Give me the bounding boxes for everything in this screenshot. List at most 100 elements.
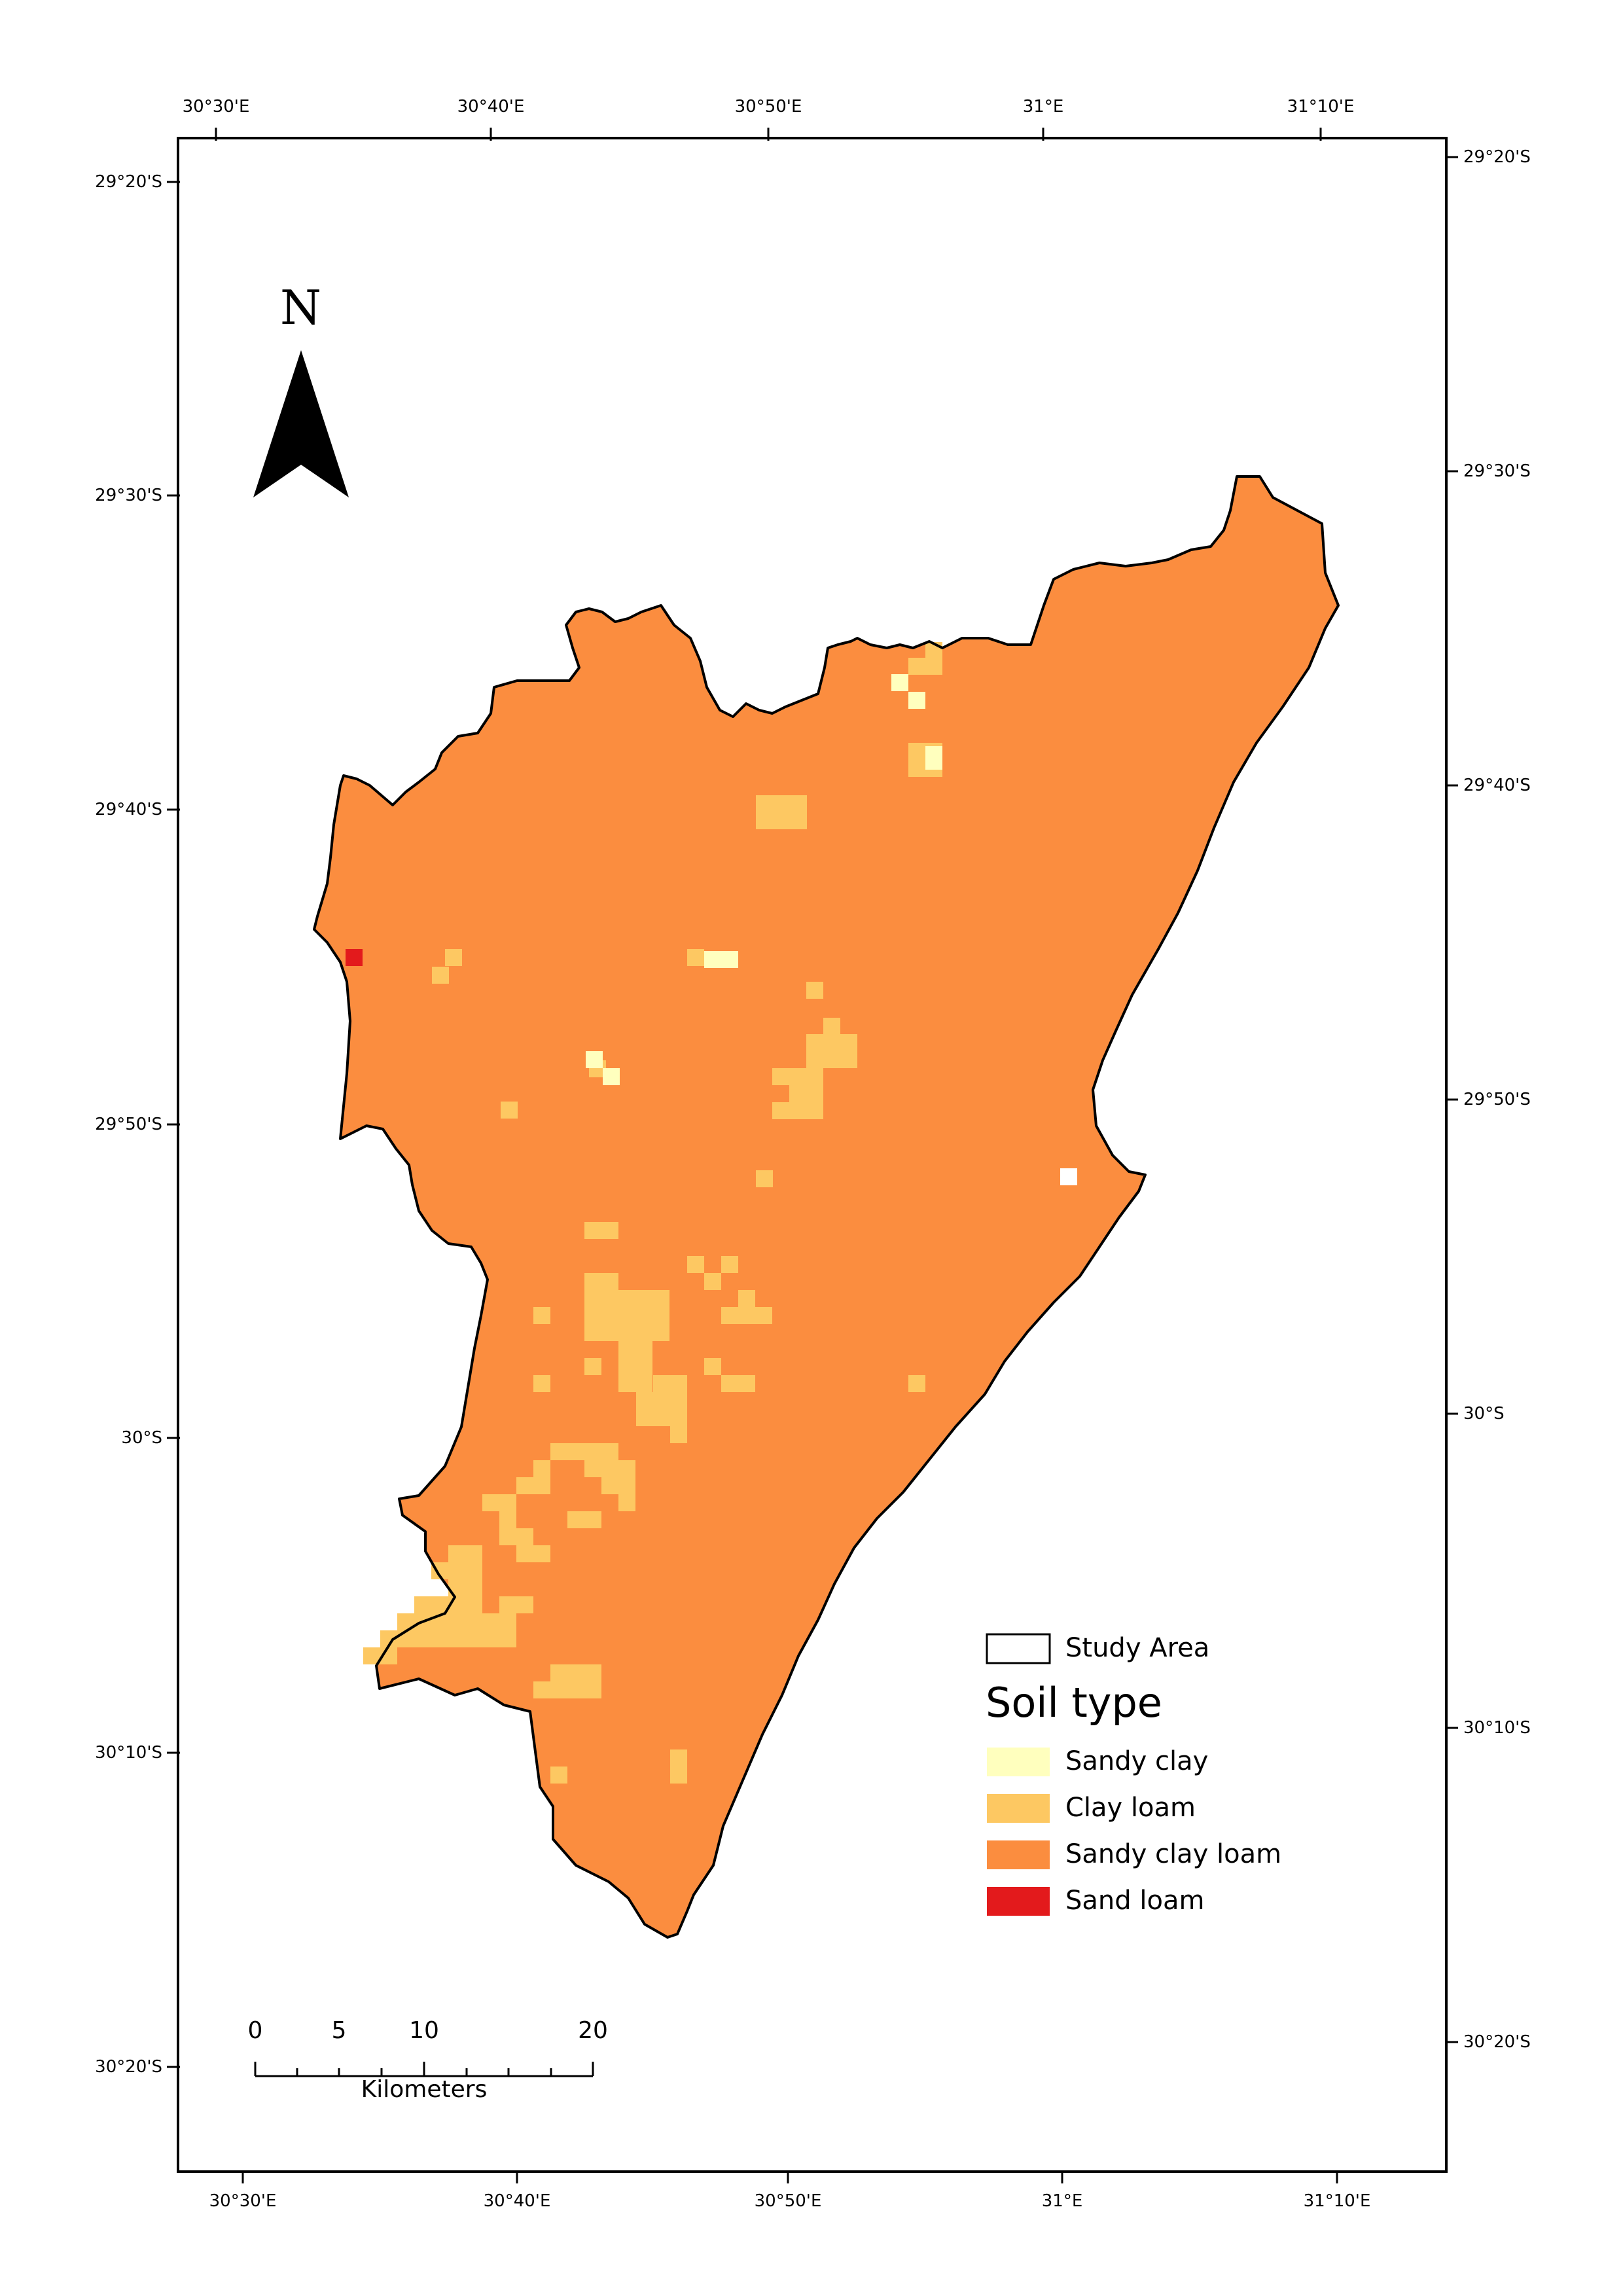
clay-loam-cell	[414, 1596, 482, 1613]
clay-loam-cell	[482, 1494, 516, 1511]
right-lat-label: 30°20'S	[1463, 2032, 1531, 2052]
clay-loam-cell	[445, 949, 462, 966]
legend-study-area-label: Study Area	[1065, 1633, 1210, 1663]
right-lat-label: 29°40'S	[1463, 776, 1531, 795]
clay-loam-cell	[687, 949, 704, 966]
clay-loam-cell	[618, 1494, 635, 1511]
scale-bar	[254, 2062, 594, 2077]
legend-item-label: Sandy clay	[1065, 1746, 1209, 1776]
clay-loam-cell	[516, 1545, 550, 1562]
right-lat-label: 30°10'S	[1463, 1718, 1531, 1738]
legend-item-label: Sand loam	[1065, 1886, 1205, 1916]
north-label: N	[280, 280, 321, 335]
top-lon-label: 31°10'E	[1287, 97, 1355, 117]
legend-title: Soil type	[986, 1679, 1162, 1727]
clay-loam-cell	[670, 1409, 687, 1443]
sandy-clay-cells	[586, 674, 1077, 1185]
bottom-lon-label: 31°E	[1041, 2191, 1083, 2211]
legend-item-label: Clay loam	[1065, 1793, 1196, 1823]
bottom-lon-label: 31°10'E	[1303, 2191, 1371, 2211]
clay-loam-cell	[806, 1034, 857, 1068]
left-lat-label: 29°20'S	[95, 172, 162, 192]
left-lat-label: 29°40'S	[95, 800, 162, 819]
right-lat-label: 29°50'S	[1463, 1090, 1531, 1109]
clay-loam-cell	[448, 1545, 482, 1562]
clay-loam-cell	[584, 1222, 618, 1239]
clay-loam-cell	[756, 1170, 773, 1187]
clay-loam-cell	[908, 658, 942, 675]
clay-loam-cell	[772, 1102, 823, 1119]
scale-unit: Kilometers	[361, 2076, 488, 2103]
scale-label: 0	[247, 2017, 263, 2044]
top-lon-label: 30°40'E	[457, 97, 525, 117]
clay-loam-cell	[806, 982, 823, 999]
sandy-clay-cell	[603, 1068, 620, 1085]
legend-swatch-clay-loam	[987, 1794, 1050, 1823]
clay-loam-cell	[499, 1596, 533, 1613]
clay-loam-cell	[533, 1681, 567, 1698]
clay-loam-cell	[567, 1511, 601, 1528]
right-lat-label: 29°20'S	[1463, 147, 1531, 167]
north-arrow-icon	[253, 350, 349, 497]
clay-loam-cells	[363, 642, 942, 1784]
legend-swatch-sandy-clay	[987, 1748, 1050, 1776]
top-lon-label: 31°E	[1022, 97, 1064, 117]
clay-loam-cell	[738, 1290, 755, 1307]
left-lat-label: 30°20'S	[95, 2057, 162, 2077]
clay-loam-cell	[397, 1613, 516, 1630]
clay-loam-cell	[908, 1375, 925, 1392]
scale-label: 10	[409, 2017, 439, 2044]
clay-loam-cell	[704, 1358, 721, 1375]
clay-loam-cell	[721, 1256, 738, 1273]
sandy-clay-cell	[704, 951, 738, 968]
clay-loam-cell	[584, 1358, 601, 1375]
clay-loam-cell	[823, 1018, 840, 1035]
clay-loam-cell	[670, 1749, 687, 1784]
clay-loam-cell	[687, 1256, 704, 1273]
left-lat-label: 30°S	[121, 1428, 162, 1448]
clay-loam-cell	[432, 967, 449, 984]
left-lat-label: 29°30'S	[95, 486, 162, 505]
bottom-lon-label: 30°30'E	[209, 2191, 277, 2211]
clay-loam-cell	[448, 1579, 482, 1596]
sandy-clay-cell	[586, 1051, 603, 1068]
clay-loam-cell	[618, 1290, 669, 1341]
top-lon-label: 30°30'E	[182, 97, 250, 117]
scale-label: 5	[331, 2017, 347, 2044]
legend-study-area-swatch	[986, 1633, 1051, 1664]
right-lat-label: 29°30'S	[1463, 461, 1531, 481]
clay-loam-cell	[721, 1375, 755, 1392]
clay-loam-cell	[533, 1375, 550, 1392]
left-lat-label: 29°50'S	[95, 1115, 162, 1134]
clay-loam-cell	[550, 1443, 618, 1460]
clay-loam-cell	[516, 1477, 550, 1494]
sandy-clay-cell	[908, 692, 925, 709]
sandy-clay-loam-area	[314, 476, 1338, 1937]
clay-loam-cell	[704, 1273, 721, 1290]
clay-loam-cell	[756, 795, 807, 829]
map-frame	[177, 137, 1448, 2173]
sandy-clay-cell	[891, 674, 908, 691]
legend-item-label: Sandy clay loam	[1065, 1839, 1282, 1869]
clay-loam-cell	[380, 1630, 516, 1647]
scale-label: 20	[578, 2017, 608, 2044]
clay-loam-cell	[618, 1341, 652, 1392]
sandy-clay-cell	[925, 746, 942, 770]
clay-loam-cell	[499, 1511, 516, 1528]
bottom-lon-label: 30°50'E	[754, 2191, 822, 2211]
clay-loam-cell	[772, 1068, 789, 1085]
clay-loam-cell	[721, 1307, 772, 1324]
top-lon-label: 30°50'E	[734, 97, 802, 117]
clay-loam-cell	[653, 1375, 687, 1392]
clay-loam-cell	[584, 1460, 635, 1477]
clay-loam-cell	[584, 1273, 618, 1341]
right-lat-label: 30°S	[1463, 1404, 1505, 1424]
sand-loam-cell	[346, 949, 363, 966]
legend-swatch-sand-loam	[987, 1887, 1050, 1916]
study-area-outline	[313, 475, 1340, 1939]
left-lat-label: 30°10'S	[95, 1743, 162, 1763]
clay-loam-cell	[499, 1528, 533, 1545]
clay-loam-cell	[533, 1307, 550, 1324]
frame-ticks	[167, 128, 1458, 2183]
